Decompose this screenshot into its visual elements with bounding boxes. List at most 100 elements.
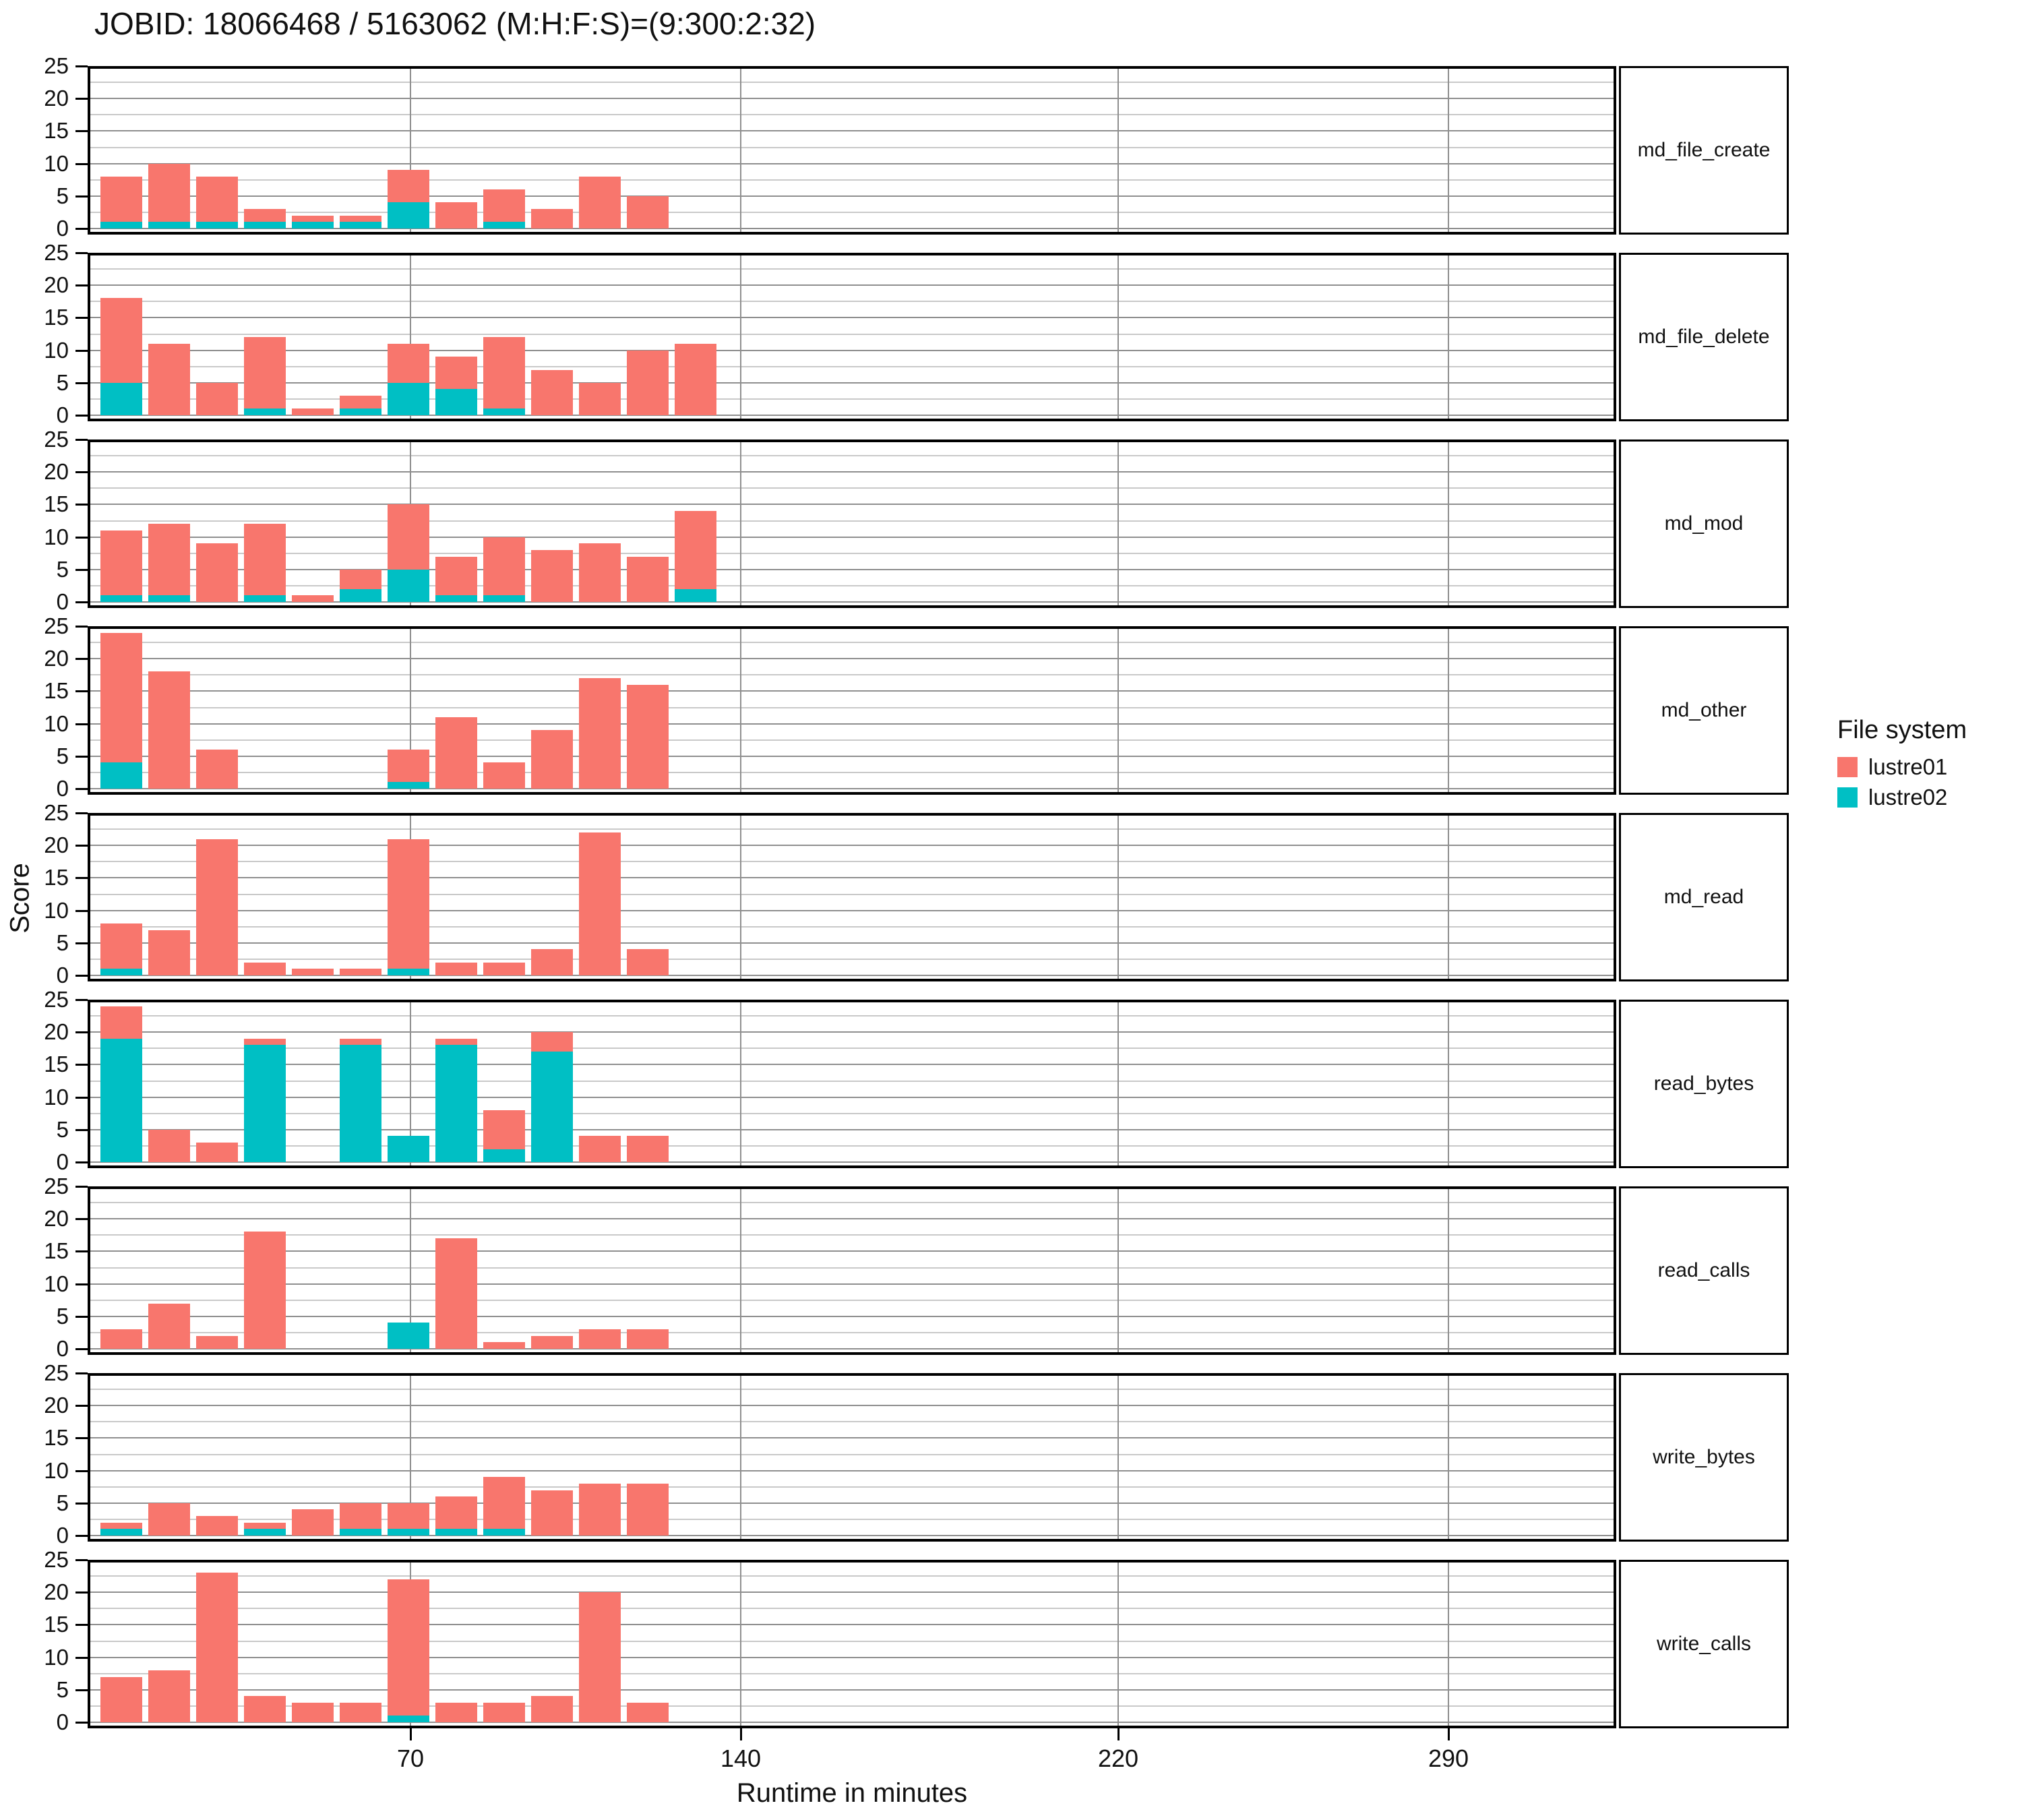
legend-item-lustre02: lustre02	[1837, 785, 1967, 810]
y-tick-mark	[75, 439, 88, 441]
y-tick-label: 25	[44, 1174, 69, 1199]
y-tick-label: 20	[44, 459, 69, 485]
bar-segment-lustre02	[483, 1149, 525, 1162]
bar-segment-lustre01	[531, 1335, 573, 1349]
y-tick-label: 20	[44, 646, 69, 671]
major-gridline	[88, 1591, 1616, 1594]
vertical-gridline	[1117, 253, 1119, 421]
vertical-gridline	[740, 1000, 741, 1168]
bar-segment-lustre01	[148, 1503, 190, 1536]
legend-title: File system	[1837, 716, 1967, 744]
major-gridline	[88, 975, 1616, 976]
bar-segment-lustre01	[435, 1238, 477, 1349]
major-gridline	[88, 98, 1616, 100]
facet-strip-label: write_bytes	[1653, 1446, 1755, 1468]
bar-segment-lustre01	[627, 1136, 669, 1162]
vertical-gridline	[740, 253, 741, 421]
minor-gridline	[88, 1672, 1616, 1674]
bar-segment-lustre01	[100, 1329, 142, 1349]
y-tick-mark	[75, 845, 88, 847]
bar-segment-lustre02	[388, 202, 429, 229]
bar-segment-lustre01	[627, 195, 669, 229]
major-gridline	[88, 1469, 1616, 1472]
vertical-gridline	[740, 1186, 741, 1355]
minor-gridline	[88, 487, 1616, 489]
bar-segment-lustre02	[196, 222, 238, 229]
y-tick-label: 5	[56, 930, 69, 955]
y-tick-label: 0	[56, 1523, 69, 1548]
bar-segment-lustre02	[483, 222, 525, 229]
y-tick-mark	[75, 999, 88, 1001]
bar-segment-lustre01	[244, 1522, 286, 1529]
y-tick-mark	[75, 1689, 88, 1691]
panel-border	[88, 253, 1616, 421]
y-tick-mark	[75, 284, 88, 287]
bar-segment-lustre02	[340, 1045, 381, 1162]
y-tick-mark	[75, 1315, 88, 1318]
bar-segment-lustre02	[100, 382, 142, 415]
facet-row-write_bytes: 0 5 10 15 20 25 write_bytes	[0, 1362, 2022, 1547]
major-gridline	[88, 1624, 1616, 1626]
vertical-gridline	[1117, 1186, 1119, 1355]
y-tick-mark	[75, 1031, 88, 1034]
bar-segment-lustre01	[483, 1703, 525, 1722]
bar-segment-lustre01	[292, 969, 334, 975]
minor-gridline	[88, 268, 1616, 270]
bar-segment-lustre01	[435, 357, 477, 390]
minor-gridline	[88, 1389, 1616, 1391]
vertical-gridline	[1117, 1000, 1119, 1168]
facet-row-md_mod: 0 5 10 15 20 25 md_mod	[0, 428, 2022, 613]
y-tick-label: 5	[56, 556, 69, 582]
major-gridline	[88, 877, 1616, 879]
minor-gridline	[88, 958, 1616, 960]
y-tick-label: 0	[56, 216, 69, 241]
bar-segment-lustre01	[292, 408, 334, 415]
x-axis-title: Runtime in minutes	[736, 1778, 968, 1808]
y-tick-label: 10	[44, 710, 69, 736]
vertical-gridline	[1448, 626, 1449, 795]
bar-segment-lustre01	[483, 962, 525, 975]
y-tick-mark	[75, 1372, 88, 1374]
y-tick-label: 10	[44, 1084, 69, 1110]
y-tick-label: 25	[44, 1360, 69, 1385]
major-gridline	[88, 1348, 1616, 1349]
minor-gridline	[88, 1705, 1616, 1707]
facet-strip-read_bytes: read_bytes	[1619, 1000, 1789, 1168]
y-tick-label: 10	[44, 1271, 69, 1296]
bar-segment-lustre01	[340, 215, 381, 222]
legend: File system lustre01 lustre02	[1837, 716, 1967, 815]
facet-panel	[88, 1560, 1616, 1728]
facet-strip-label: md_file_create	[1637, 139, 1771, 161]
panel-border	[88, 439, 1616, 608]
facet-strip-md_file_create: md_file_create	[1619, 66, 1789, 235]
facet-strip-label: md_read	[1663, 886, 1744, 908]
y-tick-label: 0	[56, 1149, 69, 1174]
y-tick-label: 10	[44, 897, 69, 923]
bar-segment-lustre01	[100, 1522, 142, 1529]
bar-segment-lustre02	[531, 1052, 573, 1162]
minor-gridline	[88, 398, 1616, 400]
facet-panel	[88, 439, 1616, 608]
y-tick-mark	[75, 601, 88, 603]
bar-segment-lustre01	[627, 1483, 669, 1536]
panel-border	[88, 1000, 1616, 1168]
bar-segment-lustre01	[579, 832, 621, 975]
bar-segment-lustre02	[100, 1038, 142, 1162]
bar-segment-lustre01	[340, 1703, 381, 1722]
y-tick-label: 25	[44, 987, 69, 1012]
legend-swatch-lustre02	[1837, 787, 1858, 808]
bar-segment-lustre02	[100, 595, 142, 602]
y-tick-mark	[75, 788, 88, 790]
major-gridline	[88, 909, 1616, 911]
vertical-gridline	[1117, 813, 1119, 981]
y-tick-label: 5	[56, 369, 69, 395]
vertical-gridline	[410, 1186, 411, 1355]
y-tick-mark	[75, 130, 88, 133]
bar-segment-lustre01	[483, 1342, 525, 1349]
minor-gridline	[88, 584, 1616, 586]
major-gridline	[88, 228, 1616, 229]
x-tick-mark	[740, 1728, 742, 1740]
bar-segment-lustre02	[483, 595, 525, 602]
facet-panel	[88, 1000, 1616, 1168]
